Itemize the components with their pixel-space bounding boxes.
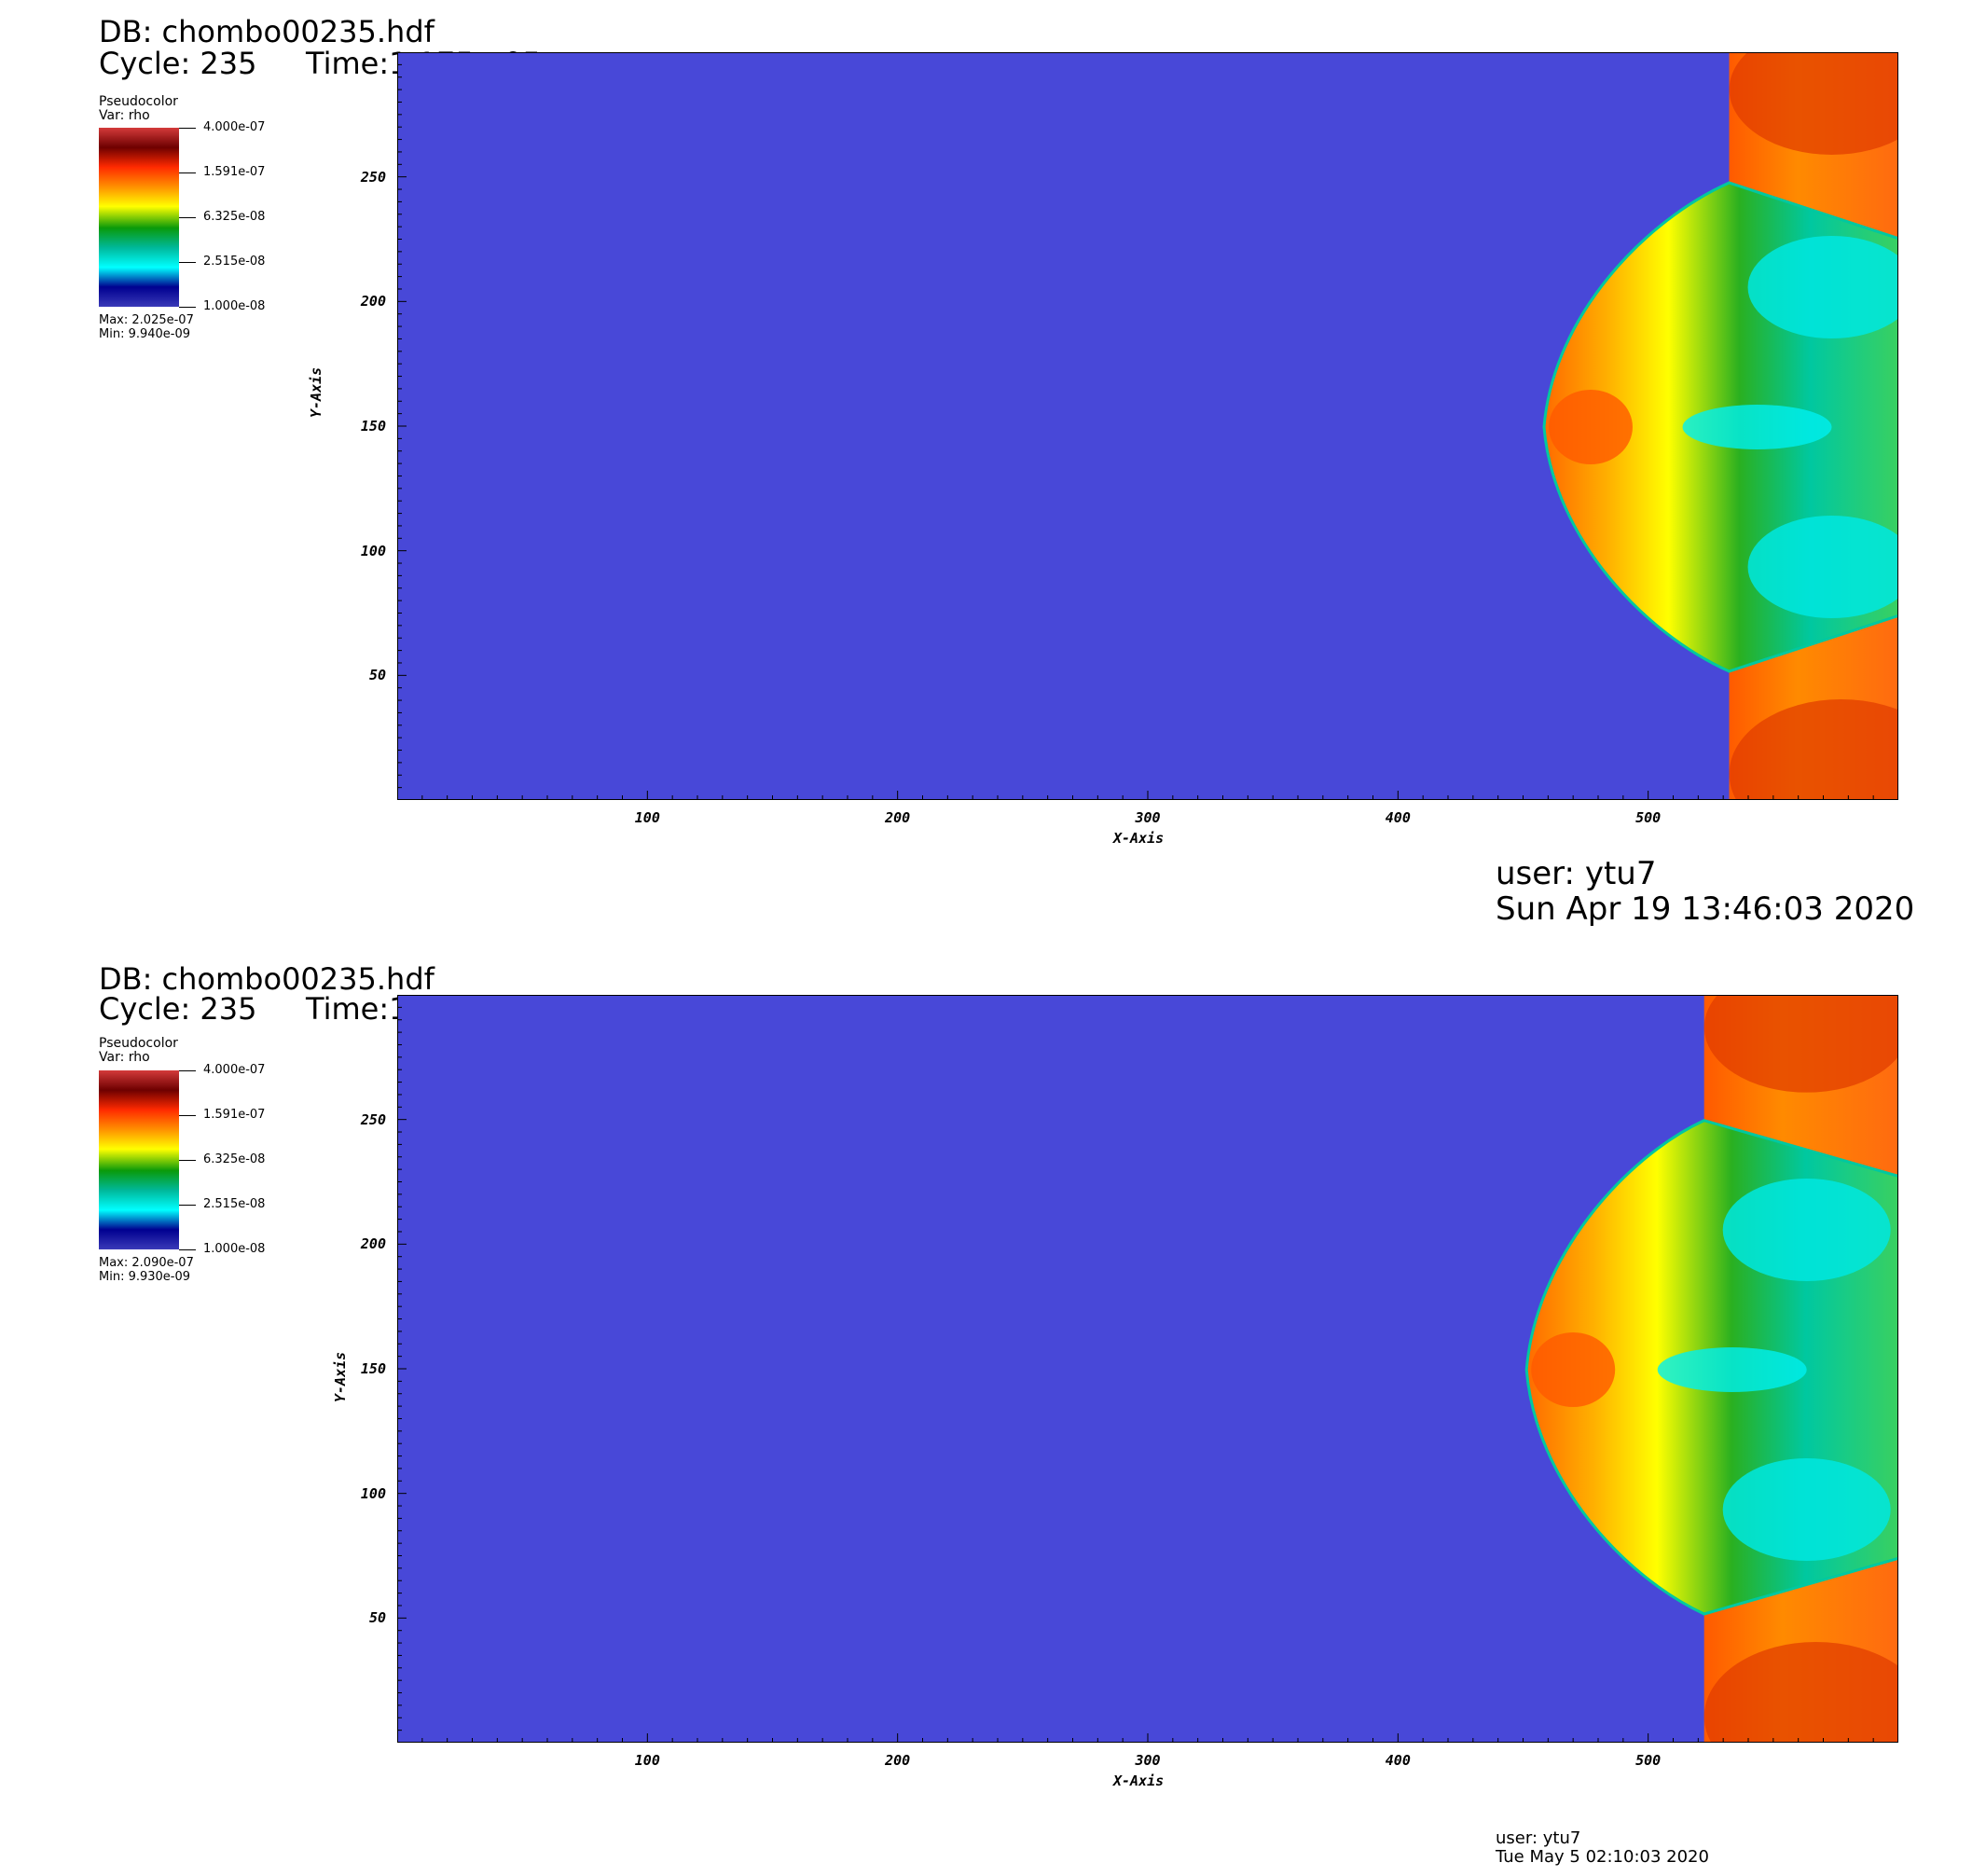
colorbar-tick (179, 1070, 196, 1071)
legend-min: Min: 9.930e-09 (99, 1270, 191, 1284)
x-axis-label: X-Axis (1113, 830, 1165, 847)
legend-var-label: Var: rho (99, 108, 150, 123)
cycle-label: Cycle: 235 (99, 991, 257, 1027)
colorbar-tick-label: 4.000e-07 (203, 120, 266, 134)
plot-window-top: DB: chombo00235.hdf Cycle: 235 Time:1.17… (99, 14, 1915, 928)
y-tick-label: 100 (360, 542, 386, 559)
x-tick-label: 200 (885, 1752, 911, 1769)
dense-blob (1703, 996, 1897, 1093)
y-tick-label: 200 (360, 1235, 386, 1253)
y-axis-label: Y-Axis (308, 366, 324, 418)
y-axis-label: Y-Axis (332, 1351, 349, 1402)
date-label: Tue May 5 02:10:03 2020 (1496, 1847, 1709, 1867)
colorbar-tick (179, 1160, 196, 1161)
legend-var-label: Var: rho (99, 1050, 150, 1065)
colorbar-tick-label: 2.515e-08 (203, 255, 266, 269)
x-tick-label: 400 (1385, 1752, 1411, 1769)
user-label: user: ytu7 (1496, 855, 1657, 892)
legend-max: Max: 2.090e-07 (99, 1256, 194, 1270)
x-tick-label: 300 (1135, 809, 1161, 826)
colorbar (99, 1070, 179, 1249)
dense-blob (1729, 53, 1897, 155)
low-density-pocket (1722, 1458, 1891, 1561)
low-density-pocket (1747, 516, 1897, 618)
dense-blob (1703, 1642, 1897, 1742)
legend-plot-name: Pseudocolor (99, 1036, 178, 1051)
colorbar-tick-label: 1.000e-08 (203, 299, 266, 313)
x-tick-label: 200 (885, 809, 911, 826)
low-density-pocket (1682, 405, 1832, 449)
dense-blob (1729, 699, 1897, 799)
db-label: DB: chombo00235.hdf (99, 14, 434, 49)
colorbar (99, 128, 179, 307)
x-tick-label: 500 (1635, 1752, 1662, 1769)
colorbar-tick (179, 172, 196, 173)
colorbar-tick (179, 1115, 196, 1116)
y-tick-label: 250 (360, 1110, 386, 1128)
pseudocolor-plot (397, 995, 1898, 1743)
axis-ticks (397, 63, 1874, 800)
date-label: Sun Apr 19 13:46:03 2020 (1496, 890, 1915, 928)
x-tick-label: 300 (1135, 1752, 1161, 1769)
x-tick-label: 500 (1635, 809, 1662, 826)
colorbar-tick-label: 4.000e-07 (203, 1063, 266, 1077)
colorbar-tick-label: 1.591e-07 (203, 165, 266, 179)
legend-max: Max: 2.025e-07 (99, 313, 194, 327)
colorbar-tick-label: 1.000e-08 (203, 1242, 266, 1256)
legend-min: Min: 9.940e-09 (99, 327, 191, 341)
colorbar-tick-label: 2.515e-08 (203, 1197, 266, 1211)
colorbar-tick (179, 1205, 196, 1206)
plot-window-bottom: DB: chombo00235.hdf Cycle: 235 Time:1.17… (0, 938, 1986, 1876)
density-field (398, 53, 1897, 799)
legend-plot-name: Pseudocolor (99, 94, 178, 109)
colorbar-tick (179, 262, 196, 263)
dense-core (1548, 390, 1633, 464)
y-tick-label: 250 (360, 168, 386, 186)
low-density-pocket (1657, 1347, 1807, 1392)
y-tick-label: 150 (360, 1360, 386, 1377)
colorbar-tick (179, 307, 196, 308)
low-density-pocket (1722, 1179, 1891, 1281)
y-tick-label: 150 (360, 418, 386, 435)
y-tick-label: 50 (368, 1609, 386, 1627)
dense-core (1531, 1332, 1616, 1407)
colorbar-tick (179, 128, 196, 129)
axis-ticks (397, 1006, 1874, 1743)
cycle-label: Cycle: 235 (99, 46, 257, 81)
colorbar-tick (179, 217, 196, 218)
x-tick-label: 400 (1385, 809, 1411, 826)
colorbar-tick-label: 1.591e-07 (203, 1108, 266, 1122)
x-tick-label: 100 (634, 1752, 660, 1769)
colorbar-tick (179, 1249, 196, 1250)
y-tick-label: 50 (368, 667, 386, 684)
x-tick-label: 100 (634, 809, 660, 826)
db-label: DB: chombo00235.hdf (99, 961, 434, 997)
low-density-pocket (1747, 236, 1897, 338)
density-field (398, 996, 1897, 1742)
colorbar-tick-label: 6.325e-08 (203, 1152, 266, 1166)
y-tick-label: 200 (360, 293, 386, 310)
pseudocolor-plot (397, 52, 1898, 800)
x-axis-label: X-Axis (1113, 1773, 1165, 1789)
colorbar-tick-label: 6.325e-08 (203, 210, 266, 224)
user-label: user: ytu7 (1496, 1828, 1581, 1848)
y-tick-label: 100 (360, 1484, 386, 1502)
